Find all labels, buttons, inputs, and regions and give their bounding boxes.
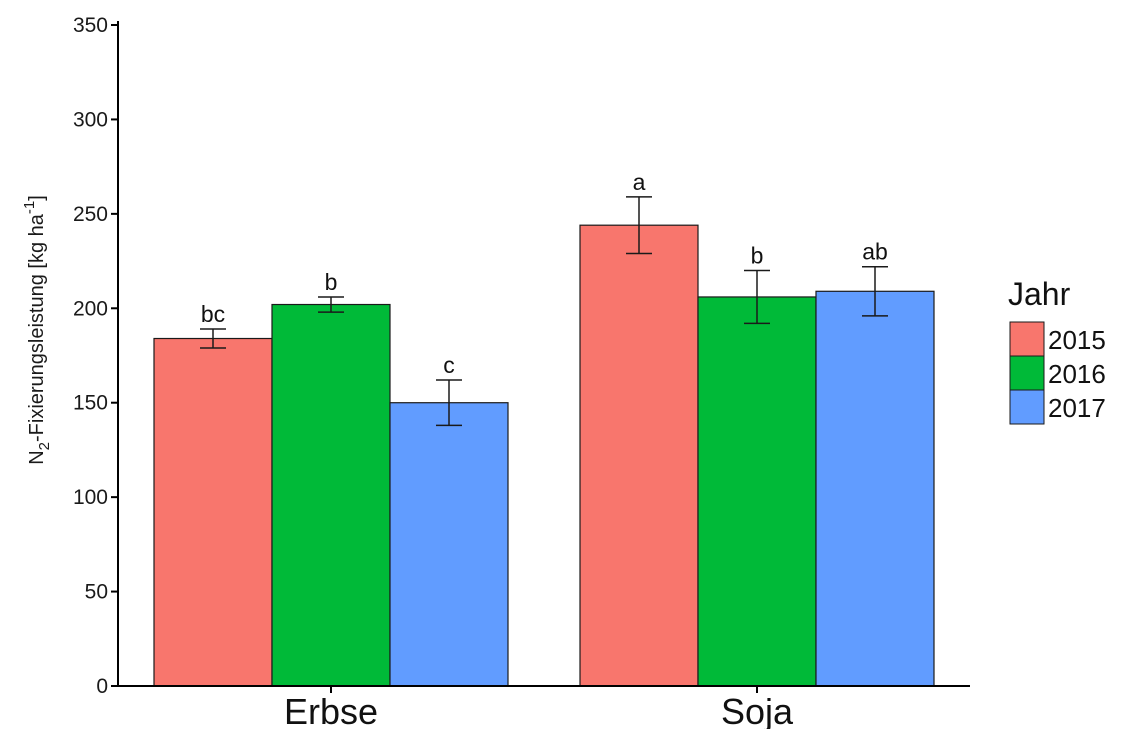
y-tick-label: 200 [73,297,108,320]
legend-title: Jahr [1008,276,1071,312]
legend-swatch [1009,355,1045,391]
x-axis: Erbse Soja [118,685,970,729]
significance-label: c [443,352,455,378]
significance-label: ab [862,239,888,265]
legend-label: 2017 [1048,393,1106,423]
x-tick-label: Soja [721,691,794,729]
y-axis: 0 50 100 150 200 250 300 350 [73,14,119,698]
y-tick-label: 50 [85,581,108,604]
bar [389,402,509,687]
x-tick-label: Erbse [284,691,378,729]
y-tick-label: 300 [73,108,108,131]
legend-swatch [1009,321,1045,357]
y-axis-label-rest: -Fixierungsleistung [kg ha [26,213,48,442]
y-axis-label: N2-Fixierungsleistung [kg ha-1] [21,195,53,465]
significance-label: a [633,169,646,195]
legend-swatch [1009,389,1045,425]
y-tick-label: 150 [73,392,108,415]
bar [815,290,935,687]
y-axis-label-superscript: -1 [21,201,38,214]
significance-label: b [325,269,338,295]
legend-label: 2015 [1048,325,1106,355]
y-tick-label: 250 [73,203,108,226]
bar [271,303,391,687]
y-axis-label-main: N [26,450,48,464]
bar [579,224,699,687]
bar [153,337,273,687]
significance-label: bc [201,301,225,327]
legend: Jahr 2015 2016 2017 [1008,276,1106,425]
significance-label: b [751,243,764,269]
y-axis-label-subscript: 2 [36,442,53,450]
legend-label: 2016 [1048,359,1106,389]
y-axis-label-close: ] [26,195,48,201]
y-tick-label: 0 [96,675,108,698]
bar [697,296,817,687]
y-tick-label: 350 [73,14,108,37]
y-tick-label: 100 [73,486,108,509]
